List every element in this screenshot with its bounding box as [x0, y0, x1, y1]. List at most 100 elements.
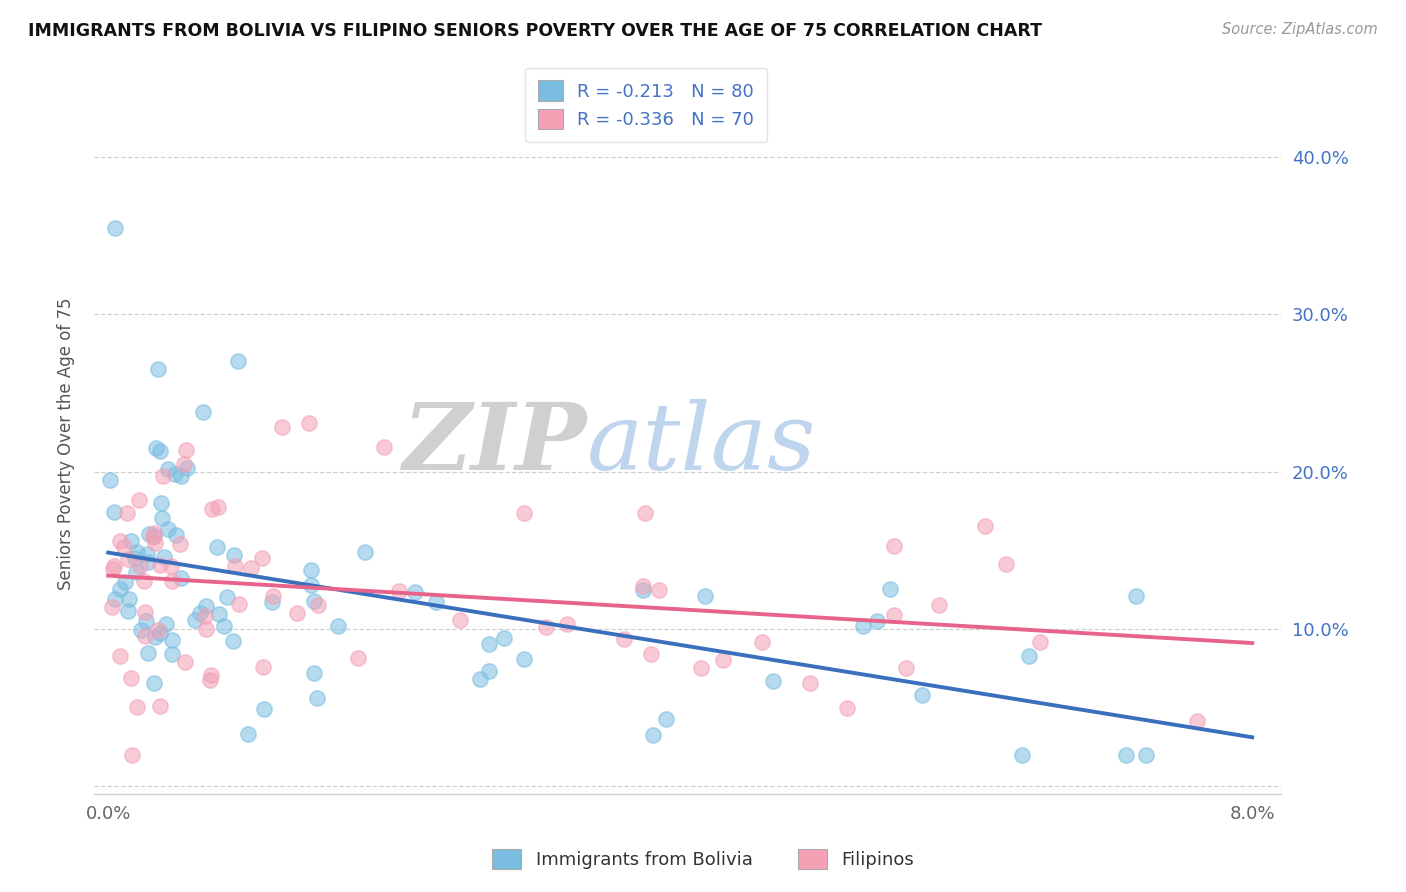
Point [110, 582, 132, 596]
Point [894, 660, 917, 674]
Point [762, 674, 785, 689]
Point [222, 548, 245, 562]
Point [101, 600, 124, 615]
Point [404, 585, 426, 599]
Point [883, 607, 905, 622]
Point [207, 607, 229, 621]
Point [837, 701, 859, 715]
Point [120, 533, 142, 548]
Point [201, 502, 224, 516]
Point [262, 589, 284, 603]
Point [883, 539, 905, 553]
Point [142, 676, 165, 690]
Point [160, 633, 183, 648]
Point [494, 632, 516, 646]
Point [911, 689, 934, 703]
Y-axis label: Seniors Poverty Over the Age of 75: Seniors Poverty Over the Age of 75 [58, 298, 75, 591]
Point [751, 635, 773, 649]
Point [117, 552, 139, 566]
Point [228, 598, 250, 612]
Point [253, 702, 276, 716]
Point [1185, 714, 1208, 729]
Point [128, 493, 150, 508]
Point [1135, 747, 1157, 762]
Legend: R = -0.213   N = 80, R = -0.336   N = 70: R = -0.213 N = 80, R = -0.336 N = 70 [524, 68, 766, 142]
Point [129, 559, 152, 574]
Point [198, 673, 221, 687]
Point [194, 599, 217, 613]
Point [103, 559, 125, 574]
Point [305, 691, 328, 706]
Point [250, 550, 273, 565]
Point [613, 632, 636, 646]
Point [117, 603, 139, 617]
Point [104, 592, 127, 607]
Point [301, 578, 323, 592]
Point [1029, 635, 1052, 649]
Point [513, 506, 536, 520]
Point [174, 655, 197, 669]
Point [262, 595, 284, 609]
Point [149, 496, 172, 510]
Point [121, 747, 143, 762]
Point [631, 582, 654, 597]
Point [973, 519, 995, 533]
Text: ZIP: ZIP [402, 399, 586, 489]
Point [865, 614, 887, 628]
Point [100, 473, 122, 487]
Point [1018, 648, 1040, 663]
Point [112, 541, 135, 555]
Point [240, 561, 263, 575]
Point [354, 545, 377, 559]
Point [129, 623, 152, 637]
Point [299, 563, 322, 577]
Point [169, 537, 191, 551]
Point [470, 673, 492, 687]
Point [326, 618, 349, 632]
Point [149, 626, 172, 640]
Point [118, 592, 141, 607]
Point [153, 550, 176, 565]
Point [174, 443, 197, 458]
Point [136, 548, 159, 562]
Point [134, 629, 156, 643]
Point [536, 619, 558, 633]
Point [207, 500, 229, 514]
Point [176, 461, 198, 475]
Point [226, 354, 249, 368]
Point [641, 728, 664, 742]
Point [183, 613, 205, 627]
Point [149, 558, 172, 573]
Point [166, 527, 188, 541]
Point [160, 559, 183, 574]
Point [557, 616, 579, 631]
Point [156, 522, 179, 536]
Point [449, 613, 471, 627]
Point [711, 652, 734, 666]
Legend: Immigrants from Bolivia, Filipinos: Immigrants from Bolivia, Filipinos [484, 839, 922, 879]
Point [928, 598, 950, 612]
Point [103, 505, 125, 519]
Text: atlas: atlas [586, 399, 815, 489]
Point [307, 598, 329, 612]
Point [191, 405, 214, 419]
Point [224, 558, 246, 573]
Point [693, 589, 716, 603]
Point [152, 469, 174, 483]
Point [125, 699, 148, 714]
Text: IMMIGRANTS FROM BOLIVIA VS FILIPINO SENIORS POVERTY OVER THE AGE OF 75 CORRELATI: IMMIGRANTS FROM BOLIVIA VS FILIPINO SENI… [28, 22, 1042, 40]
Point [1115, 747, 1137, 762]
Point [995, 558, 1018, 572]
Point [212, 619, 235, 633]
Point [138, 527, 160, 541]
Point [285, 606, 308, 620]
Text: Source: ZipAtlas.com: Source: ZipAtlas.com [1222, 22, 1378, 37]
Point [136, 647, 159, 661]
Point [135, 614, 157, 628]
Point [145, 442, 167, 456]
Point [163, 467, 186, 482]
Point [143, 630, 166, 644]
Point [207, 540, 229, 554]
Point [170, 571, 193, 585]
Point [115, 506, 138, 520]
